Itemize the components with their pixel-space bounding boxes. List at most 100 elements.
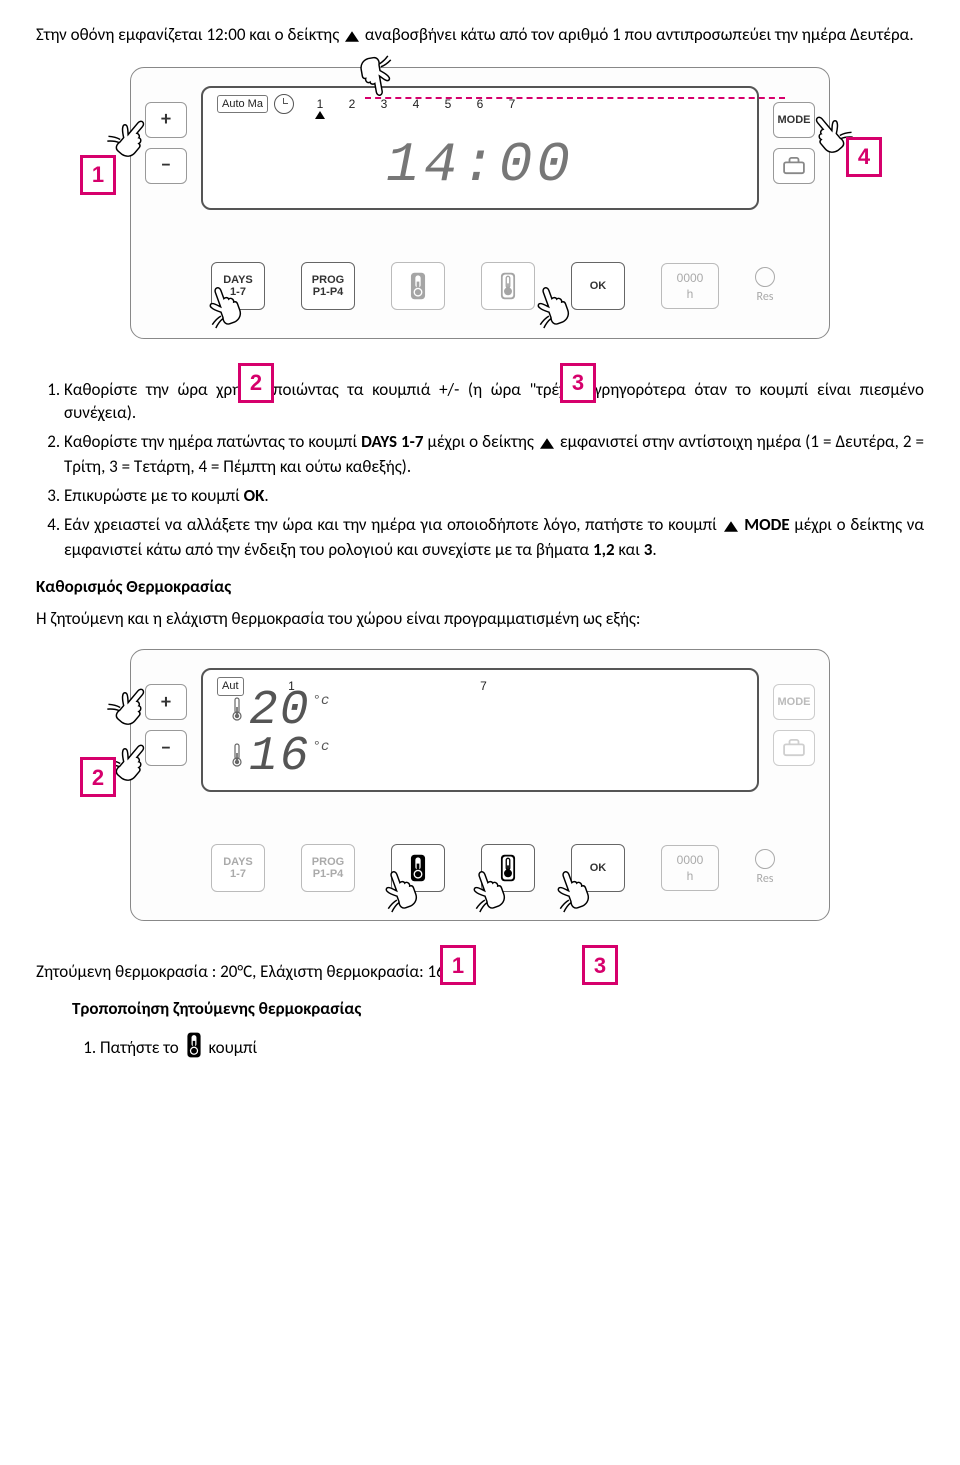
modify-temp-title: Τροποποίηση ζητούμενης θερμοκρασίας: [72, 998, 924, 1021]
device-panel-2: Aut 1 7 20 °c 16 °c: [130, 649, 830, 921]
panel-frame: Aut 1 7 20 °c 16 °c: [130, 649, 830, 921]
step-4-g: .: [652, 539, 656, 560]
lcd-day-1-num: 1: [317, 97, 324, 111]
days-button[interactable]: DAYS 1-7: [211, 262, 265, 310]
prog-label-2: P1-P4: [313, 286, 344, 298]
prog-button[interactable]: PROG P1-P4: [301, 844, 355, 892]
prog-button[interactable]: PROG P1-P4: [301, 262, 355, 310]
counter-unit: h: [687, 286, 694, 302]
callout-3: 3: [582, 945, 618, 985]
minus-button[interactable]: −: [145, 730, 187, 766]
ok-button[interactable]: OK: [571, 844, 625, 892]
triangle-icon: [315, 111, 325, 119]
step-3: Επικυρώστε με το κουμπί OK.: [64, 485, 924, 508]
intro-part1: Στην οθόνη εμφανίζεται 12:00 και ο δείκτ…: [36, 24, 339, 45]
lcd-day-7: 7: [468, 678, 500, 694]
temp-high-button[interactable]: [391, 844, 445, 892]
callout-1: 1: [80, 155, 116, 195]
thermometer-icon: [499, 853, 517, 883]
thermometer-icon: [409, 271, 427, 301]
callout-2: 2: [238, 363, 274, 403]
degree-label: °c: [313, 694, 330, 708]
step-2-a: Καθορίστε την ημέρα πατώντας το κουμπί: [64, 431, 361, 452]
triangle-icon: [345, 26, 359, 49]
step-3-c: .: [264, 485, 268, 506]
temp-high-button[interactable]: [391, 262, 445, 310]
triangle-icon: [540, 433, 554, 456]
thermometer-icon: [231, 743, 243, 772]
step-2-b: DAYS 1-7: [361, 431, 423, 452]
temperature-section-title: Καθορισμός Θερμοκρασίας: [36, 576, 924, 599]
mode-button[interactable]: MODE: [773, 684, 815, 720]
prog-label-2: P1-P4: [313, 868, 344, 880]
steps-list: Καθορίστε την ώρα χρησιμοποιώντας τα κου…: [36, 379, 924, 562]
thermometer-icon: [499, 271, 517, 301]
step-4-e: και: [615, 539, 644, 560]
reset-indicator: Res: [755, 849, 775, 887]
suitcase-button[interactable]: [773, 730, 815, 766]
panel-frame: Auto Ma 1 2 3 4 5 6 7 14:00 + − MODE: [130, 67, 830, 339]
callout-3: 3: [560, 363, 596, 403]
intro-paragraph: Στην οθόνη εμφανίζεται 12:00 και ο δείκτ…: [36, 24, 924, 49]
thermometer-icon: [409, 853, 427, 883]
days-label-2: 1-7: [230, 868, 246, 880]
step-3-a: Επικυρώστε με το κουμπί: [64, 485, 244, 506]
plus-button[interactable]: +: [145, 684, 187, 720]
prog-label-1: PROG: [312, 274, 344, 286]
triangle-icon: [724, 516, 738, 539]
callout-1: 1: [440, 945, 476, 985]
suitcase-icon: [782, 739, 806, 757]
mode-label: MODE: [778, 695, 811, 710]
days-label-1: DAYS: [223, 274, 253, 286]
days-label-2: 1-7: [230, 286, 246, 298]
hours-counter: 0000 h: [661, 263, 719, 309]
lcd-temp-low: 16: [249, 733, 311, 781]
prog-label-1: PROG: [312, 856, 344, 868]
step-4-b: MODE: [744, 514, 789, 535]
reset-label: Res: [757, 289, 774, 305]
temperatures-line: Ζητούμενη θερμοκρασία : 20°C, Ελάχιστη θ…: [36, 961, 924, 984]
plus-button[interactable]: +: [145, 102, 187, 138]
bottom-button-row: DAYS 1-7 PROG P1-P4 OK 0000: [211, 262, 799, 310]
step-4-d: 1,2: [593, 539, 615, 560]
lcd-temp-low-row: 16 °c: [231, 734, 329, 780]
callout-2: 2: [80, 757, 116, 797]
step-4-a: Εάν χρειαστεί να αλλάξετε την ώρα και τη…: [64, 514, 722, 535]
counter-unit: h: [687, 868, 694, 884]
mode-button[interactable]: MODE: [773, 102, 815, 138]
lcd-temperatures: 20 °c 16 °c: [231, 688, 329, 780]
modify-step-1: Πατήστε το κουμπί: [100, 1031, 924, 1066]
final-step-a: Πατήστε το: [100, 1037, 179, 1058]
lcd-temp-high-row: 20 °c: [231, 688, 329, 734]
ok-button[interactable]: OK: [571, 262, 625, 310]
step-2: Καθορίστε την ημέρα πατώντας το κουμπί D…: [64, 431, 924, 479]
lcd-mode-label: Auto Ma: [217, 95, 268, 114]
mode-label: MODE: [778, 113, 811, 128]
minus-button[interactable]: −: [145, 148, 187, 184]
suitcase-button[interactable]: [773, 148, 815, 184]
lcd-day-2: 2: [336, 96, 368, 112]
reset-indicator: Res: [755, 267, 775, 305]
temp-low-button[interactable]: [481, 262, 535, 310]
lcd-time: 14:00: [203, 128, 757, 204]
final-step-b: κουμπί: [208, 1037, 257, 1058]
lcd-temp-high: 20: [249, 687, 311, 735]
step-3-b: OK: [244, 485, 265, 506]
step-1-text: Καθορίστε την ώρα χρησιμοποιώντας τα κου…: [64, 379, 924, 423]
step-1: Καθορίστε την ώρα χρησιμοποιώντας τα κου…: [64, 379, 924, 425]
device-panel-1: Auto Ma 1 2 3 4 5 6 7 14:00 + − MODE: [130, 67, 830, 339]
bottom-button-row: DAYS 1-7 PROG P1-P4 OK 0000: [211, 844, 799, 892]
thermometer-icon: [185, 1031, 203, 1066]
step-4: Εάν χρειαστεί να αλλάξετε την ώρα και τη…: [64, 514, 924, 562]
degree-label: °c: [313, 740, 330, 754]
suitcase-icon: [782, 157, 806, 175]
ok-label: OK: [590, 862, 607, 874]
days-button[interactable]: DAYS 1-7: [211, 844, 265, 892]
modify-steps-list: Πατήστε το κουμπί: [72, 1031, 924, 1066]
callout-4: 4: [846, 137, 882, 177]
step-2-c: μέχρι ο δείκτης: [423, 431, 537, 452]
days-label-1: DAYS: [223, 856, 253, 868]
temp-low-button[interactable]: [481, 844, 535, 892]
counter-value: 0000: [677, 270, 704, 286]
clock-icon: [274, 94, 294, 114]
